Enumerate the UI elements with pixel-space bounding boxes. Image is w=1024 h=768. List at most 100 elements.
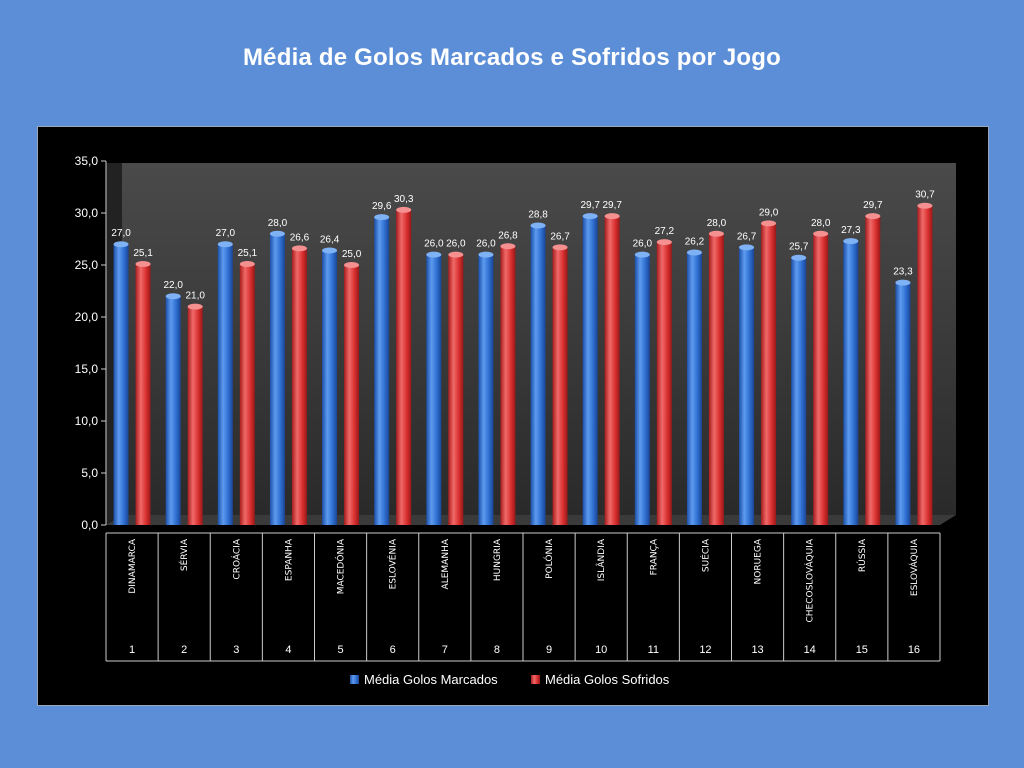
bar-sofridos	[708, 233, 724, 526]
y-tick-label: 10,0	[75, 414, 99, 428]
data-label: 26,0	[446, 239, 466, 250]
bar-sofridos-cap	[500, 243, 516, 250]
y-tick-label: 5,0	[81, 466, 98, 480]
bar-sofridos-cap	[865, 213, 881, 220]
bar-sofridos-cap	[187, 303, 203, 310]
category-label: ISLÂNDIA	[595, 538, 607, 581]
y-tick-label: 25,0	[75, 258, 99, 272]
bar-sofridos-cap	[448, 251, 464, 258]
data-label: 25,1	[238, 248, 258, 259]
data-label: 26,6	[290, 232, 310, 243]
bar-marcados	[686, 252, 702, 525]
legend-swatch-sofridos	[531, 675, 540, 684]
data-label: 26,8	[498, 230, 518, 241]
bar-sofridos-cap	[135, 260, 151, 267]
index-label: 5	[338, 644, 344, 656]
bar-marcados	[269, 233, 285, 526]
bar-sofridos	[396, 209, 412, 525]
bar-sofridos-cap	[813, 230, 829, 237]
bar-marcados-cap	[634, 251, 650, 258]
index-label: 2	[181, 644, 187, 656]
data-label: 27,0	[111, 228, 131, 239]
bar-sofridos-cap	[917, 202, 933, 209]
bar-marcados	[634, 254, 650, 525]
bar-sofridos	[865, 216, 881, 525]
bar-sofridos	[917, 205, 933, 525]
data-label: 29,7	[602, 200, 622, 211]
index-label: 3	[233, 644, 239, 656]
bar-sofridos	[344, 265, 360, 525]
data-label: 26,0	[476, 239, 496, 250]
bar-sofridos	[448, 254, 464, 525]
data-label: 27,3	[841, 225, 861, 236]
category-label: ESLOVÁQUIA	[908, 538, 920, 596]
bar-marcados-cap	[322, 247, 338, 254]
data-label: 22,0	[163, 280, 183, 291]
data-label: 25,1	[133, 248, 153, 259]
bar-sofridos-cap	[761, 220, 777, 227]
bar-marcados	[322, 250, 338, 525]
legend-label-sofridos: Média Golos Sofridos	[545, 672, 670, 687]
index-label: 10	[595, 644, 607, 656]
bar-marcados-cap	[739, 244, 755, 251]
bar-marcados-cap	[843, 238, 859, 245]
data-label: 26,7	[550, 231, 570, 242]
bar-marcados	[582, 216, 598, 525]
bar-sofridos	[187, 306, 203, 525]
data-label: 29,6	[372, 201, 392, 212]
bar-sofridos-cap	[239, 260, 255, 267]
data-label: 28,0	[268, 218, 288, 229]
data-label: 25,7	[789, 242, 809, 253]
bar-marcados	[739, 247, 755, 525]
index-label: 11	[648, 644, 659, 656]
category-label: ESPANHA	[284, 538, 294, 581]
bar-marcados-cap	[686, 249, 702, 256]
category-label: DINAMARCA	[128, 538, 138, 593]
data-label: 27,0	[216, 228, 236, 239]
bar-sofridos-cap	[344, 262, 360, 268]
bar-sofridos	[761, 223, 777, 525]
bar-marcados-cap	[478, 251, 494, 258]
data-label: 29,7	[863, 200, 883, 211]
category-label: FRANÇA	[649, 538, 659, 575]
y-tick-label: 35,0	[75, 154, 99, 168]
legend-label-marcados: Média Golos Marcados	[364, 672, 498, 687]
bar-marcados-cap	[165, 293, 181, 300]
bar-marcados-cap	[269, 230, 285, 237]
index-label: 1	[129, 644, 135, 656]
bar-marcados	[530, 225, 546, 525]
bar-marcados	[165, 296, 181, 525]
data-label: 25,0	[342, 249, 362, 260]
index-label: 6	[390, 644, 396, 656]
legend-swatch-marcados	[350, 675, 359, 684]
bar-sofridos	[135, 263, 151, 525]
bar-marcados-cap	[374, 214, 390, 221]
y-tick-label: 20,0	[75, 310, 99, 324]
category-label: SÉRVIA	[178, 538, 190, 571]
bar-marcados	[843, 241, 859, 525]
bar-chart: 0,05,010,015,020,025,030,035,027,025,1DI…	[75, 154, 956, 687]
bar-marcados-cap	[582, 213, 598, 220]
index-label: 9	[546, 644, 552, 656]
data-label: 29,0	[759, 207, 779, 218]
bar-marcados	[791, 257, 807, 525]
bar-marcados-cap	[217, 241, 233, 248]
bar-sofridos	[656, 242, 672, 525]
index-label: 16	[908, 644, 920, 656]
data-label: 30,7	[915, 190, 935, 201]
category-label: NORUEGA	[754, 538, 764, 584]
category-label: RÚSSIA	[856, 538, 868, 572]
index-label: 7	[442, 644, 448, 656]
bar-marcados-cap	[791, 254, 807, 261]
data-label: 26,4	[320, 234, 340, 245]
data-label: 28,8	[528, 209, 548, 220]
bar-sofridos	[500, 246, 516, 525]
data-label: 30,3	[394, 194, 414, 205]
bar-marcados	[895, 282, 911, 525]
bar-sofridos	[239, 263, 255, 525]
data-label: 21,0	[185, 291, 205, 302]
category-label: MACEDÓNIA	[335, 538, 347, 594]
y-tick-label: 0,0	[81, 518, 98, 532]
bar-sofridos-cap	[552, 244, 568, 251]
data-label: 26,0	[424, 239, 444, 250]
